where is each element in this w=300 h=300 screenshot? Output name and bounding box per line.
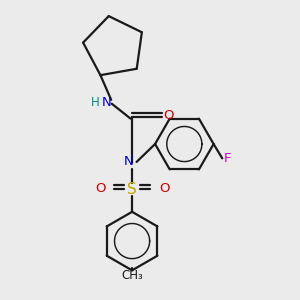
- Text: N: N: [102, 96, 112, 109]
- Text: CH₃: CH₃: [121, 269, 143, 282]
- Text: N: N: [124, 155, 134, 168]
- Text: O: O: [159, 182, 169, 195]
- Text: O: O: [95, 182, 105, 195]
- Text: S: S: [127, 182, 137, 197]
- Text: O: O: [163, 109, 174, 122]
- Text: H: H: [90, 96, 99, 109]
- Text: F: F: [224, 152, 231, 166]
